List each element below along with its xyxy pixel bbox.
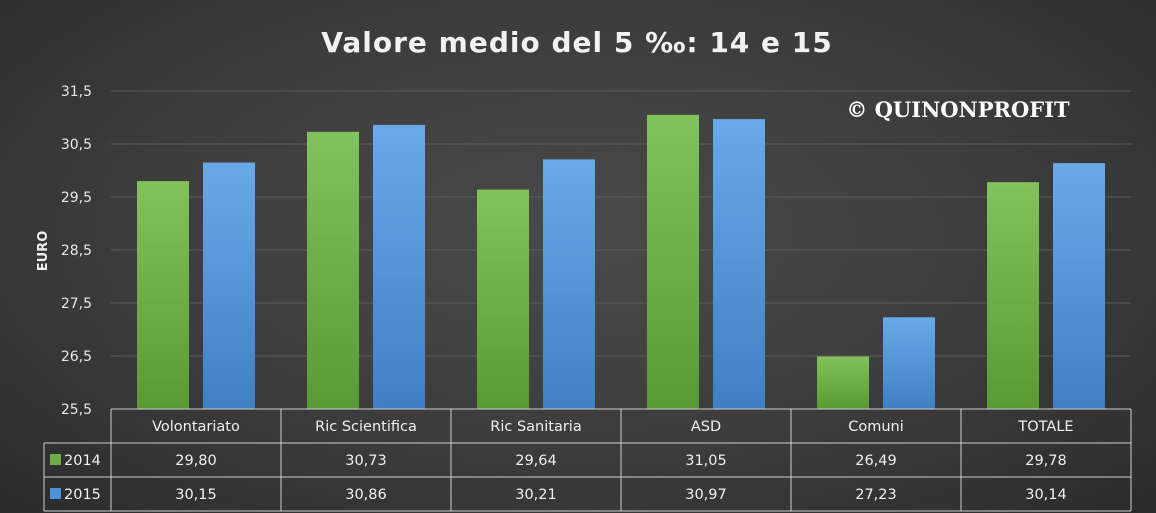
y-tick-label: 26,5 [61,349,92,365]
y-tick-label: 25,5 [61,402,92,418]
chart-title: Valore medio del 5 ‰: 14 e 15 [321,26,833,59]
y-tick-label: 30,5 [61,137,92,153]
legend-swatch-2014 [50,454,61,465]
data-label-2015: 27,23 [855,487,897,503]
y-axis-ticks: 25,5 26,5 27,5 28,5 29,5 30,5 31,5 [61,84,92,418]
legend-label-2014: 2014 [64,453,101,469]
y-axis-label: EURO [36,231,51,272]
bar-2014-asd [647,114,699,409]
y-tick-label: 31,5 [61,84,92,100]
data-label-2014: 29,64 [515,453,557,469]
category-label: Volontariato [152,419,240,435]
data-label-2014: 29,78 [1025,453,1067,469]
data-table: Volontariato Ric Scientifica Ric Sanitaria… [43,408,1132,512]
data-label-2014: 30,73 [345,453,387,469]
bar-2014-comuni [817,356,869,409]
data-label-2015: 30,86 [345,487,387,503]
bar-2014-volontariato [137,181,189,409]
bar-2015-ric-sanitaria [543,159,595,409]
bar-2015-comuni [883,317,935,409]
data-label-2015: 30,14 [1025,487,1067,503]
data-label-2014: 26,49 [855,453,897,469]
y-tick-label: 29,5 [61,190,92,206]
y-tick-label: 27,5 [61,296,92,312]
data-label-2015: 30,97 [685,487,727,503]
category-label: ASD [691,419,721,435]
y-tick-label: 28,5 [61,243,92,259]
bar-2014-totale [987,182,1039,409]
data-label-2015: 30,15 [175,487,217,503]
bar-2015-volontariato [203,162,255,409]
bar-2015-totale [1053,163,1105,409]
gridlines [111,90,1131,410]
category-label: Ric Sanitaria [490,419,581,435]
legend-swatch-2015 [50,488,61,499]
data-label-2014: 31,05 [685,453,727,469]
bars [137,114,1105,410]
watermark: © QUINONPROFIT [846,97,1070,122]
category-label: Comuni [848,419,904,435]
data-label-2015: 30,21 [515,487,557,503]
bar-2014-ric-sanitaria [477,189,529,409]
bar-2014-ric-scientifica [307,131,359,409]
data-label-2014: 29,80 [175,453,217,469]
legend-label-2015: 2015 [64,487,101,503]
bar-2015-asd [713,119,765,409]
category-label: TOTALE [1017,419,1073,435]
bar-2015-ric-scientifica [373,124,425,410]
category-label: Ric Scientifica [315,419,417,435]
